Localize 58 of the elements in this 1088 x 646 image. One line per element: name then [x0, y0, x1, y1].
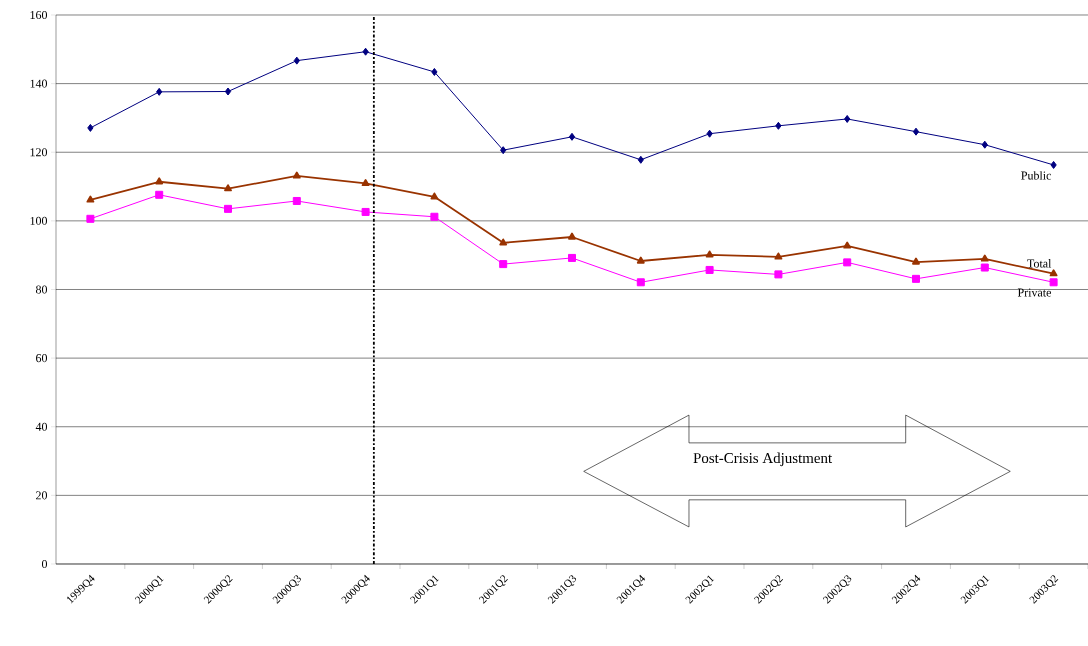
y-tick-label: 20 — [36, 491, 48, 500]
point — [775, 121, 782, 130]
point — [224, 184, 232, 192]
point — [500, 146, 507, 155]
point — [293, 56, 300, 65]
point — [1050, 160, 1057, 169]
point — [499, 260, 508, 269]
point — [361, 179, 370, 187]
point — [843, 258, 852, 267]
point — [362, 47, 369, 56]
point — [361, 207, 370, 216]
point — [86, 195, 95, 203]
point — [224, 87, 232, 96]
point — [705, 250, 714, 258]
point — [774, 270, 783, 279]
series-label: Public — [1021, 171, 1052, 180]
point — [499, 238, 508, 246]
point — [637, 155, 644, 164]
point — [705, 265, 714, 274]
y-tick-label: 0 — [41, 559, 48, 569]
point — [912, 257, 920, 265]
point — [636, 256, 645, 264]
y-tick-label: 160 — [30, 10, 48, 20]
point — [843, 241, 852, 249]
point — [156, 87, 163, 96]
point — [430, 212, 439, 221]
point — [224, 204, 232, 213]
point — [86, 214, 95, 223]
point — [87, 123, 94, 132]
point — [706, 129, 713, 138]
point — [981, 140, 988, 149]
point — [430, 192, 439, 200]
point — [912, 274, 920, 283]
y-tick-label: 140 — [30, 79, 48, 88]
point — [844, 114, 851, 123]
point — [1049, 269, 1058, 277]
point — [292, 171, 301, 179]
point — [292, 196, 301, 205]
point — [568, 253, 576, 262]
y-tick-label: 100 — [30, 216, 48, 225]
point — [912, 127, 920, 136]
point — [774, 252, 783, 260]
point — [1049, 278, 1058, 287]
annotation: Post-Crisis Adjustment — [693, 452, 833, 467]
point — [636, 278, 645, 287]
point — [155, 190, 164, 199]
series-label: Total — [1027, 259, 1052, 268]
point — [155, 177, 164, 185]
y-tick-label: 60 — [36, 354, 48, 363]
y-tick-label: 80 — [35, 285, 48, 294]
point — [980, 263, 989, 272]
y-tick-label: 120 — [30, 148, 48, 157]
point — [568, 132, 576, 141]
point — [980, 254, 989, 262]
point — [431, 67, 438, 76]
point — [568, 232, 576, 240]
y-tick-label: 40 — [35, 422, 48, 431]
series-label: Private — [1017, 288, 1051, 297]
